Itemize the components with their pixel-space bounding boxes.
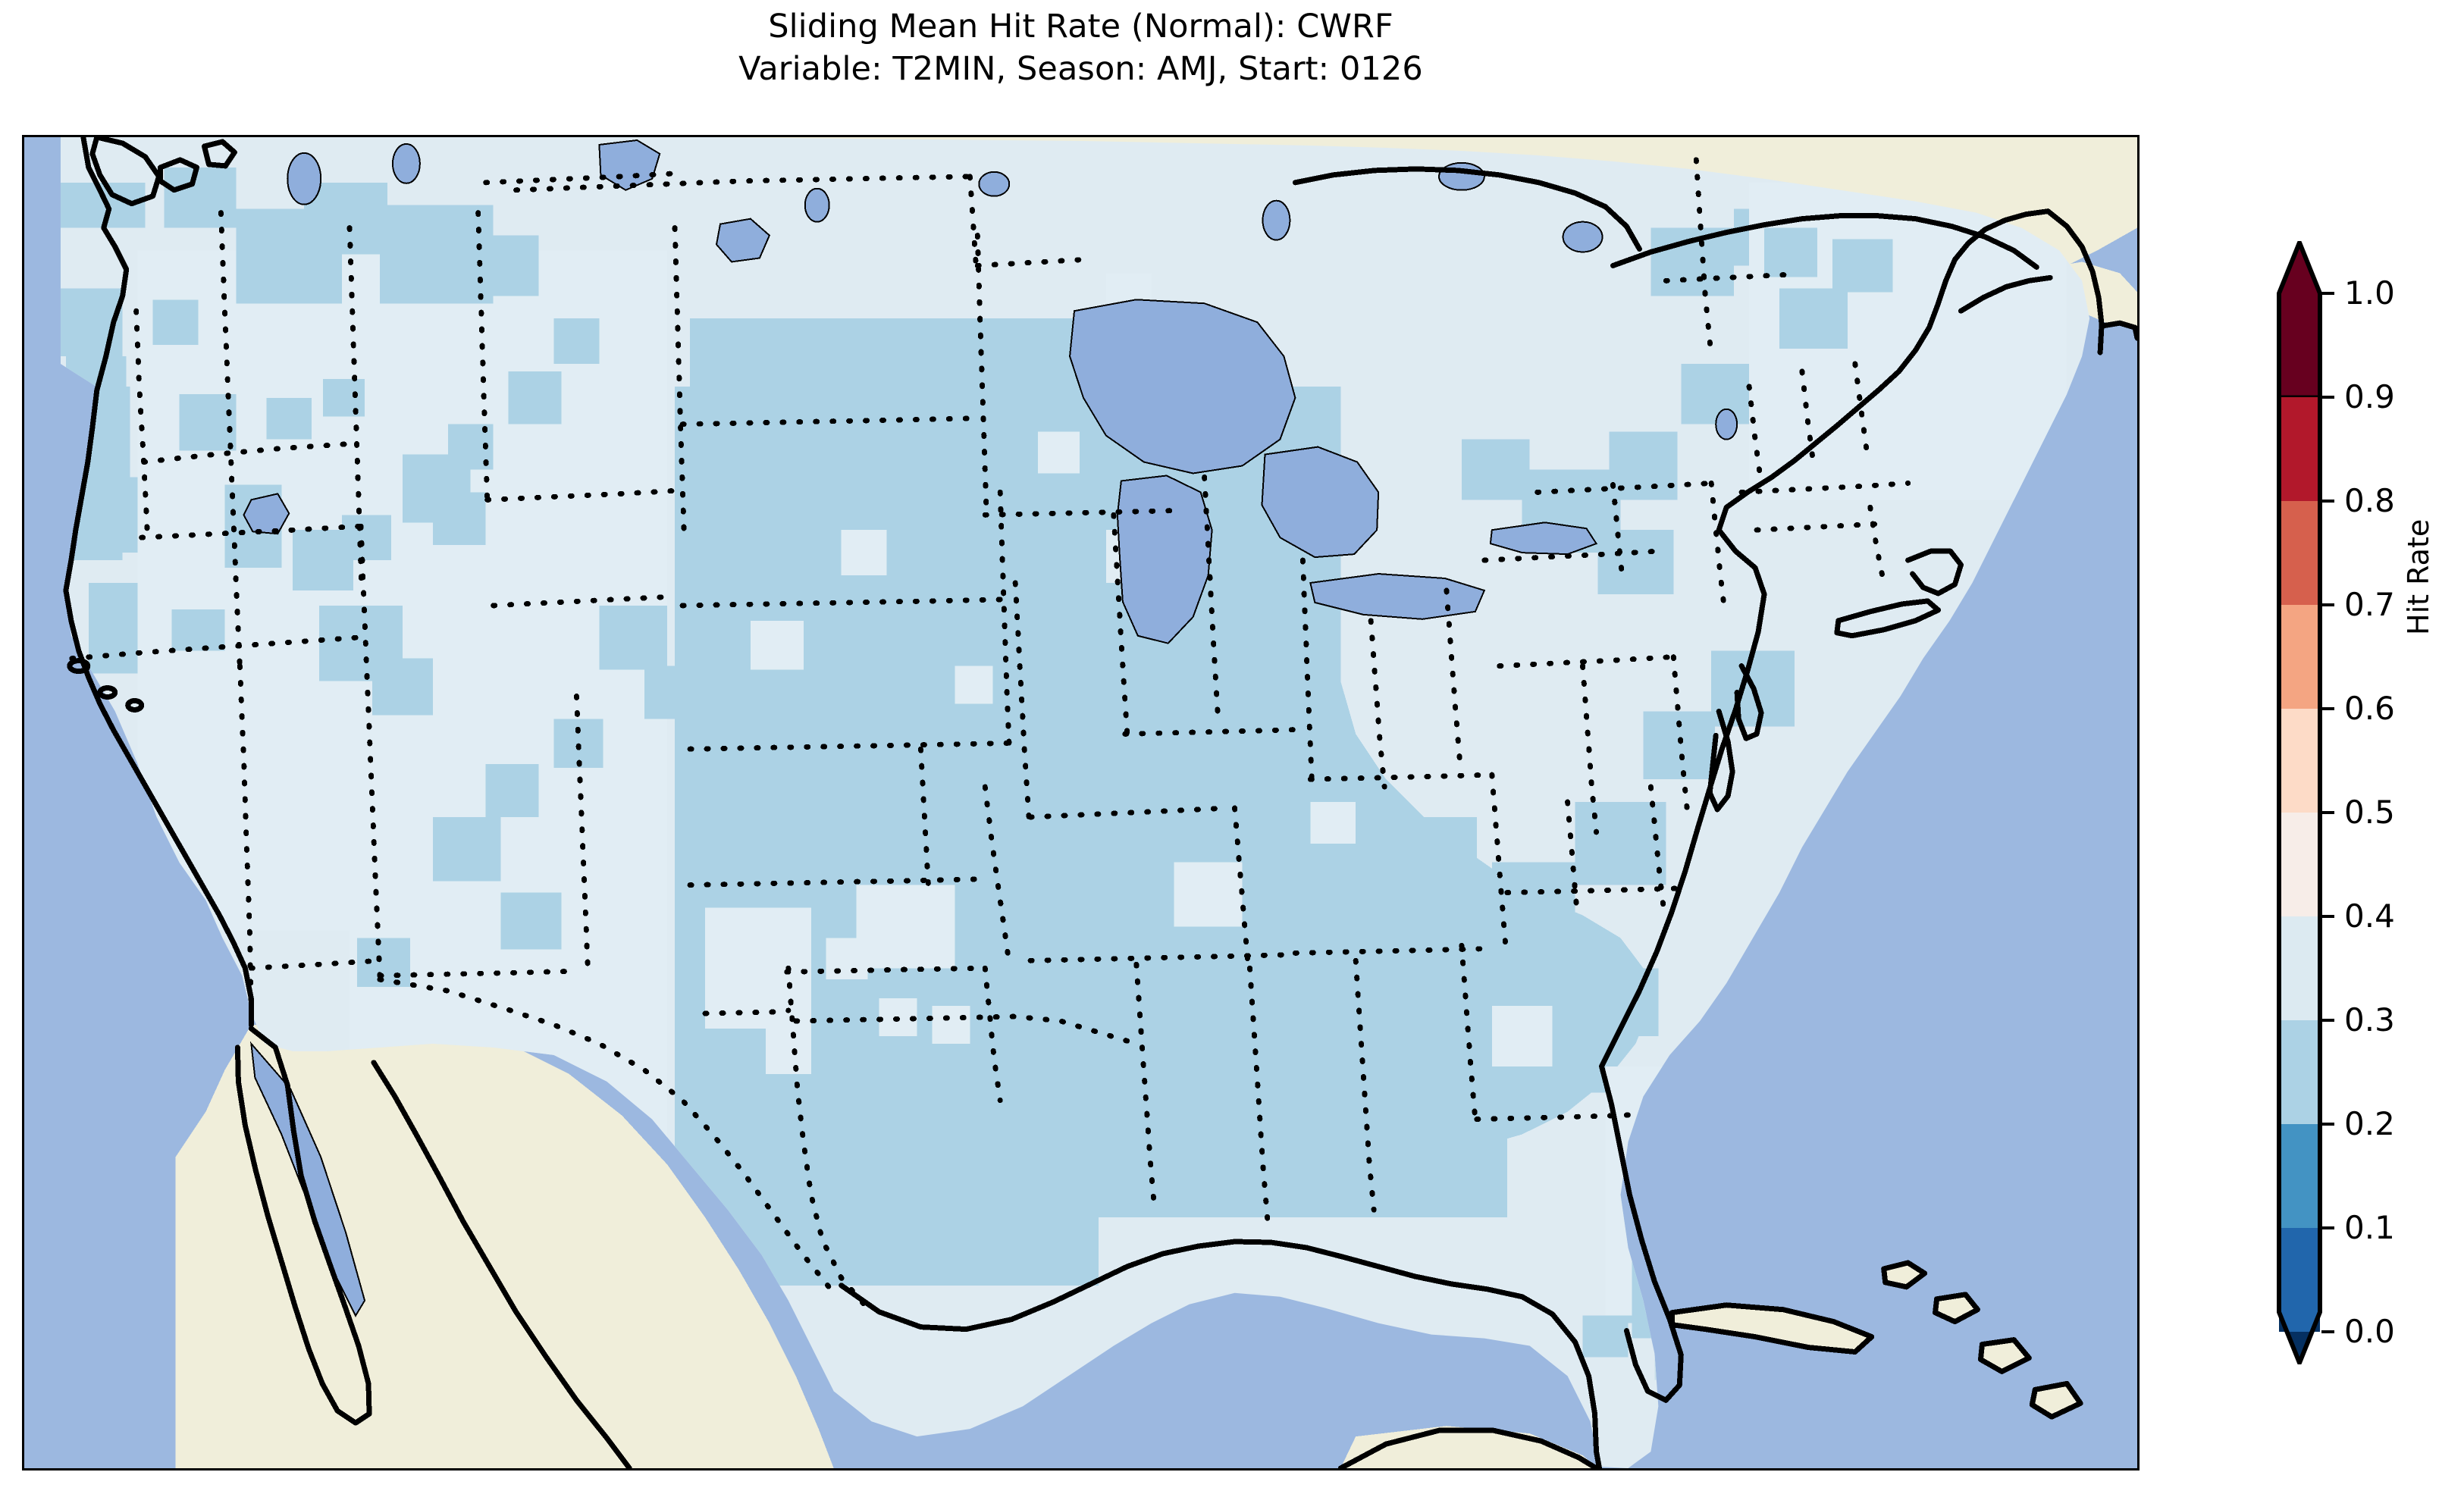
coastline-layer [63, 137, 2137, 1468]
lake-champlain [1715, 408, 1738, 440]
colorbar-gradient[interactable] [2276, 241, 2323, 1364]
lake-ontario [1489, 521, 1598, 556]
title-line-1: Sliding Mean Hit Rate (Normal): CWRF [768, 8, 1393, 45]
lake-small-1 [287, 152, 322, 205]
colorbar-band-9 [2279, 1228, 2320, 1332]
data-patch-group-northeast [1764, 227, 1893, 349]
colorbar-outline [2277, 241, 2322, 1364]
tick-mark [2321, 292, 2334, 295]
colorbar-axis-label: Hit Rate [2402, 518, 2435, 635]
lake-superior [1069, 299, 1296, 475]
lake-small-8 [1262, 199, 1291, 241]
tick-mark [2321, 915, 2334, 918]
state-borders-layer [69, 157, 1911, 1308]
lake-small-3 [715, 218, 771, 263]
tick-mark [2321, 396, 2334, 399]
colorbar-band-8 [2279, 1124, 2320, 1228]
colorbar-band-5 [2279, 813, 2320, 916]
lake-small-7 [1562, 221, 1603, 253]
colorbar-band-6 [2279, 916, 2320, 1020]
tick-mark [2321, 1330, 2334, 1333]
tick-mark [2321, 1123, 2334, 1126]
great-salt-lake [243, 493, 290, 535]
colorbar-band-3 [2279, 605, 2320, 709]
lake-winnipeg-region [598, 139, 661, 191]
lake-small-6 [1437, 161, 1485, 191]
colorbar-band-1 [2279, 397, 2320, 501]
lake-small-2 [391, 143, 421, 184]
tick-mark [2321, 811, 2334, 814]
colorbar-ticks: 1.0 0.9 0.8 0.7 0.6 0.5 0.4 0.3 [2321, 241, 2458, 1364]
tick-mark [2321, 1226, 2334, 1229]
cuba-landmass [1673, 1306, 1870, 1351]
lake-small-4 [804, 187, 830, 223]
colorbar-band-2 [2279, 501, 2320, 605]
tick-mark [2321, 603, 2334, 606]
lake-michigan [1116, 475, 1213, 644]
gulf-of-california [250, 1041, 366, 1317]
colorbar-band-7 [2279, 1020, 2320, 1124]
colorbar-band-4 [2279, 709, 2320, 813]
title-line-2: Variable: T2MIN, Season: AMJ, Start: 012… [738, 49, 1423, 88]
tick-mark [2321, 707, 2334, 710]
page-title: Sliding Mean Hit Rate (Normal): CWRF Var… [0, 6, 2161, 91]
colorbar[interactable]: 1.0 0.9 0.8 0.7 0.6 0.5 0.4 0.3 [2276, 241, 2395, 1364]
colorbar-band-0 [2277, 241, 2322, 399]
lake-erie [1309, 573, 1486, 620]
tick-mark [2321, 1019, 2334, 1022]
colorbar-band-10 [2279, 1312, 2320, 1363]
great-lakes-layer [243, 139, 1738, 1317]
lake-huron [1261, 446, 1380, 559]
map-frame[interactable] [22, 135, 2140, 1471]
lake-small-5 [978, 171, 1011, 197]
map-canvas[interactable] [24, 137, 2137, 1468]
baja-peninsula [237, 1028, 369, 1422]
tick-mark [2321, 500, 2334, 503]
